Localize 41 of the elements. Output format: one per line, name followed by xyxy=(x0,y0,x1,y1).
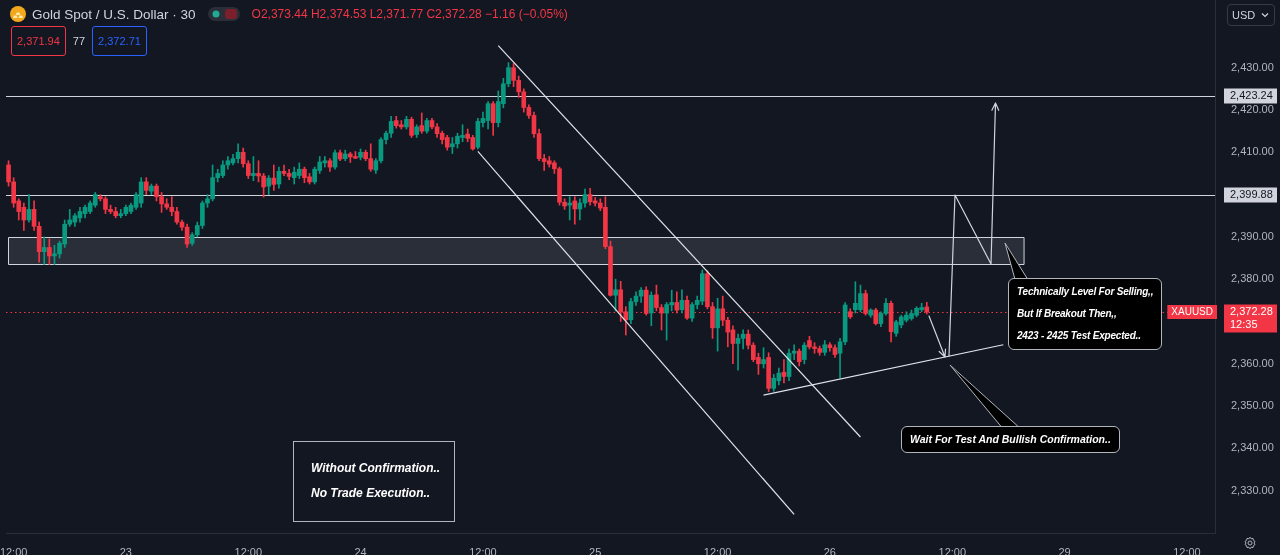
x-tick-label: 12:00 xyxy=(234,545,263,555)
x-tick-label: 29 xyxy=(1058,545,1071,555)
y-tick-label: 2,340.00 xyxy=(1231,441,1274,454)
ref-line-label: 2,372.28 xyxy=(1230,305,1273,318)
x-tick-label: 12:00 xyxy=(469,545,497,555)
text: 12:35 xyxy=(1230,318,1258,331)
y-tick-label: 2,430.00 xyxy=(1231,60,1274,73)
y-tick-label: 2,390.00 xyxy=(1231,229,1274,242)
annotation: O2,373.44 H2,374.53 L2,371.77 C2,372.28 −1.16 (−0.05%) xyxy=(251,7,568,21)
annotation: 77 xyxy=(72,35,86,47)
x-tick-label: 23 xyxy=(119,545,132,555)
annotation: XAUUSD xyxy=(1171,305,1214,317)
x-tick-label: 12:00 xyxy=(938,545,967,555)
candlestick xyxy=(41,236,47,265)
price-box: 2,371.94 xyxy=(11,26,66,56)
annotation: Without Confirmation.. No Trade Execution.. xyxy=(311,460,442,502)
x-tick-label: 25 xyxy=(589,545,602,555)
y-tick-label: 2,360.00 xyxy=(1231,356,1274,369)
text: Gold Spot / U.S. Dollar · 30 xyxy=(32,6,196,22)
y-tick-label: 2,380.00 xyxy=(1231,272,1274,285)
y-tick-label: 2,350.00 xyxy=(1231,399,1274,412)
y-tick-label: 2,410.00 xyxy=(1231,145,1274,158)
callout-box: Technically Level For Selling,, But If Breakout Then,, 2423 - 2425 Test Expected.. xyxy=(1008,278,1163,350)
price-box: 2,372.71 xyxy=(92,26,147,56)
ref-line-label: 2,423.24 xyxy=(1230,89,1273,102)
x-tick-label: 24 xyxy=(354,545,367,555)
annotation: Wait For Test And Bullish Confirmation.. xyxy=(910,432,1111,447)
annotation: Technically Level For Selling,, But If Breakout Then,, 2423 - 2425 Test Expected.. xyxy=(1017,285,1154,343)
annotation: 2,371.94 xyxy=(17,35,60,47)
x-tick-label: 12:00 xyxy=(1173,545,1201,555)
annotation: 2,372.71 xyxy=(98,35,141,47)
callout-box: Wait For Test And Bullish Confirmation.. xyxy=(901,426,1120,453)
currency-box: USD xyxy=(1227,4,1275,26)
x-tick-label: 12:00 xyxy=(703,545,732,555)
y-axis-title: USD xyxy=(1232,9,1256,21)
x-tick-label: 26 xyxy=(823,545,836,555)
y-tick-label: 2,330.00 xyxy=(1231,483,1274,496)
y-tick-label: 2,420.00 xyxy=(1231,103,1274,116)
x-tick-label: 12:00 xyxy=(0,545,28,555)
ref-line-label: 2,399.88 xyxy=(1230,188,1273,201)
note-box: Without Confirmation.. No Trade Execution.. xyxy=(293,441,455,522)
